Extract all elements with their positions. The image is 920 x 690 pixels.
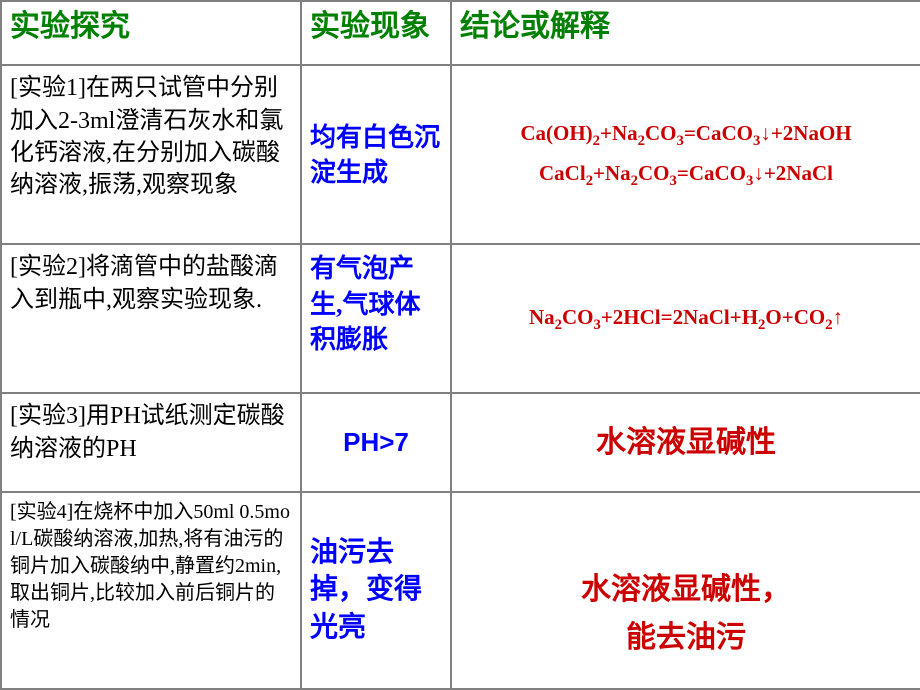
phenomenon-cell: 均有白色沉淀生成	[301, 65, 451, 244]
table-row: [实验2]将滴管中的盐酸滴入到瓶中,观察实验现象. 有气泡产生,气球体积膨胀 N…	[1, 244, 920, 393]
experiment-cell: [实验1]在两只试管中分别加入2-3ml澄清石灰水和氯化钙溶液,在分别加入碳酸纳…	[1, 65, 301, 244]
experiment-cell: [实验2]将滴管中的盐酸滴入到瓶中,观察实验现象.	[1, 244, 301, 393]
experiment-cell: [实验3]用PH试纸测定碳酸纳溶液的PH	[1, 393, 301, 491]
conclusion-cell: Ca(OH)2+Na2CO3=CaCO3↓+2NaOHCaCl2+Na2CO3=…	[451, 65, 920, 244]
conclusion-cell: 水溶液显碱性	[451, 393, 920, 491]
phenomenon-cell: 有气泡产生,气球体积膨胀	[301, 244, 451, 393]
header-phenomenon: 实验现象	[301, 1, 451, 65]
table-row: [实验3]用PH试纸测定碳酸纳溶液的PH PH>7 水溶液显碱性	[1, 393, 920, 491]
phenomenon-cell: 油污去掉，变得光亮	[301, 492, 451, 689]
header-conclusion: 结论或解释	[451, 1, 920, 65]
conclusion-cell: 水溶液显碱性， 能去油污	[451, 492, 920, 689]
conclusion-cell: Na2CO3+2HCl=2NaCl+H2O+CO2↑	[451, 244, 920, 393]
header-experiment: 实验探究	[1, 1, 301, 65]
table-row: [实验4]在烧杯中加入50ml 0.5mol/L碳酸纳溶液,加热,将有油污的铜片…	[1, 492, 920, 689]
experiment-cell: [实验4]在烧杯中加入50ml 0.5mol/L碳酸纳溶液,加热,将有油污的铜片…	[1, 492, 301, 689]
table-row: [实验1]在两只试管中分别加入2-3ml澄清石灰水和氯化钙溶液,在分别加入碳酸纳…	[1, 65, 920, 244]
experiment-table: 实验探究 实验现象 结论或解释 [实验1]在两只试管中分别加入2-3ml澄清石灰…	[0, 0, 920, 690]
table-header-row: 实验探究 实验现象 结论或解释	[1, 1, 920, 65]
phenomenon-cell: PH>7	[301, 393, 451, 491]
